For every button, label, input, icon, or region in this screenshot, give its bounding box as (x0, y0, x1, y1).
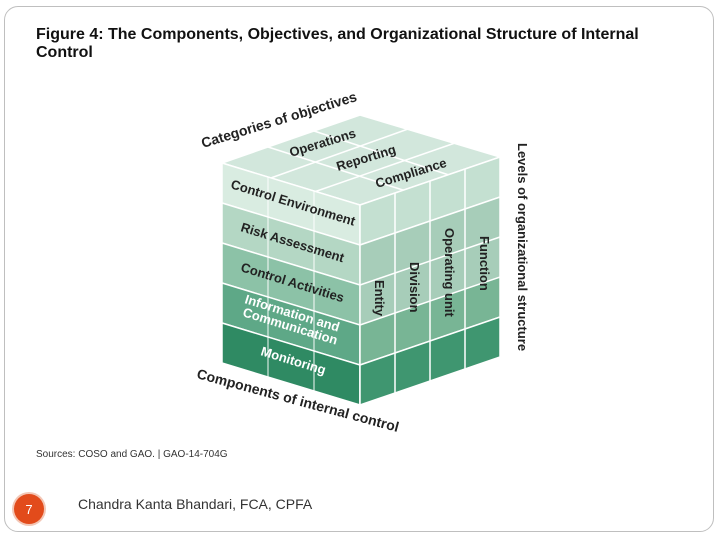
level-division: Division (407, 262, 422, 313)
levels-axis-label: Levels of organizational structure (515, 143, 530, 351)
figure-title: Figure 4: The Components, Objectives, an… (36, 26, 639, 61)
level-function: Function (477, 236, 492, 291)
page-number-badge: 7 (14, 494, 44, 524)
figure-sources: Sources: COSO and GAO. | GAO-14-704G (36, 449, 228, 460)
level-operating-unit: Operating unit (442, 228, 457, 318)
footer-author: Chandra Kanta Bhandari, FCA, CPFA (78, 496, 313, 512)
level-entity: Entity (372, 280, 387, 317)
